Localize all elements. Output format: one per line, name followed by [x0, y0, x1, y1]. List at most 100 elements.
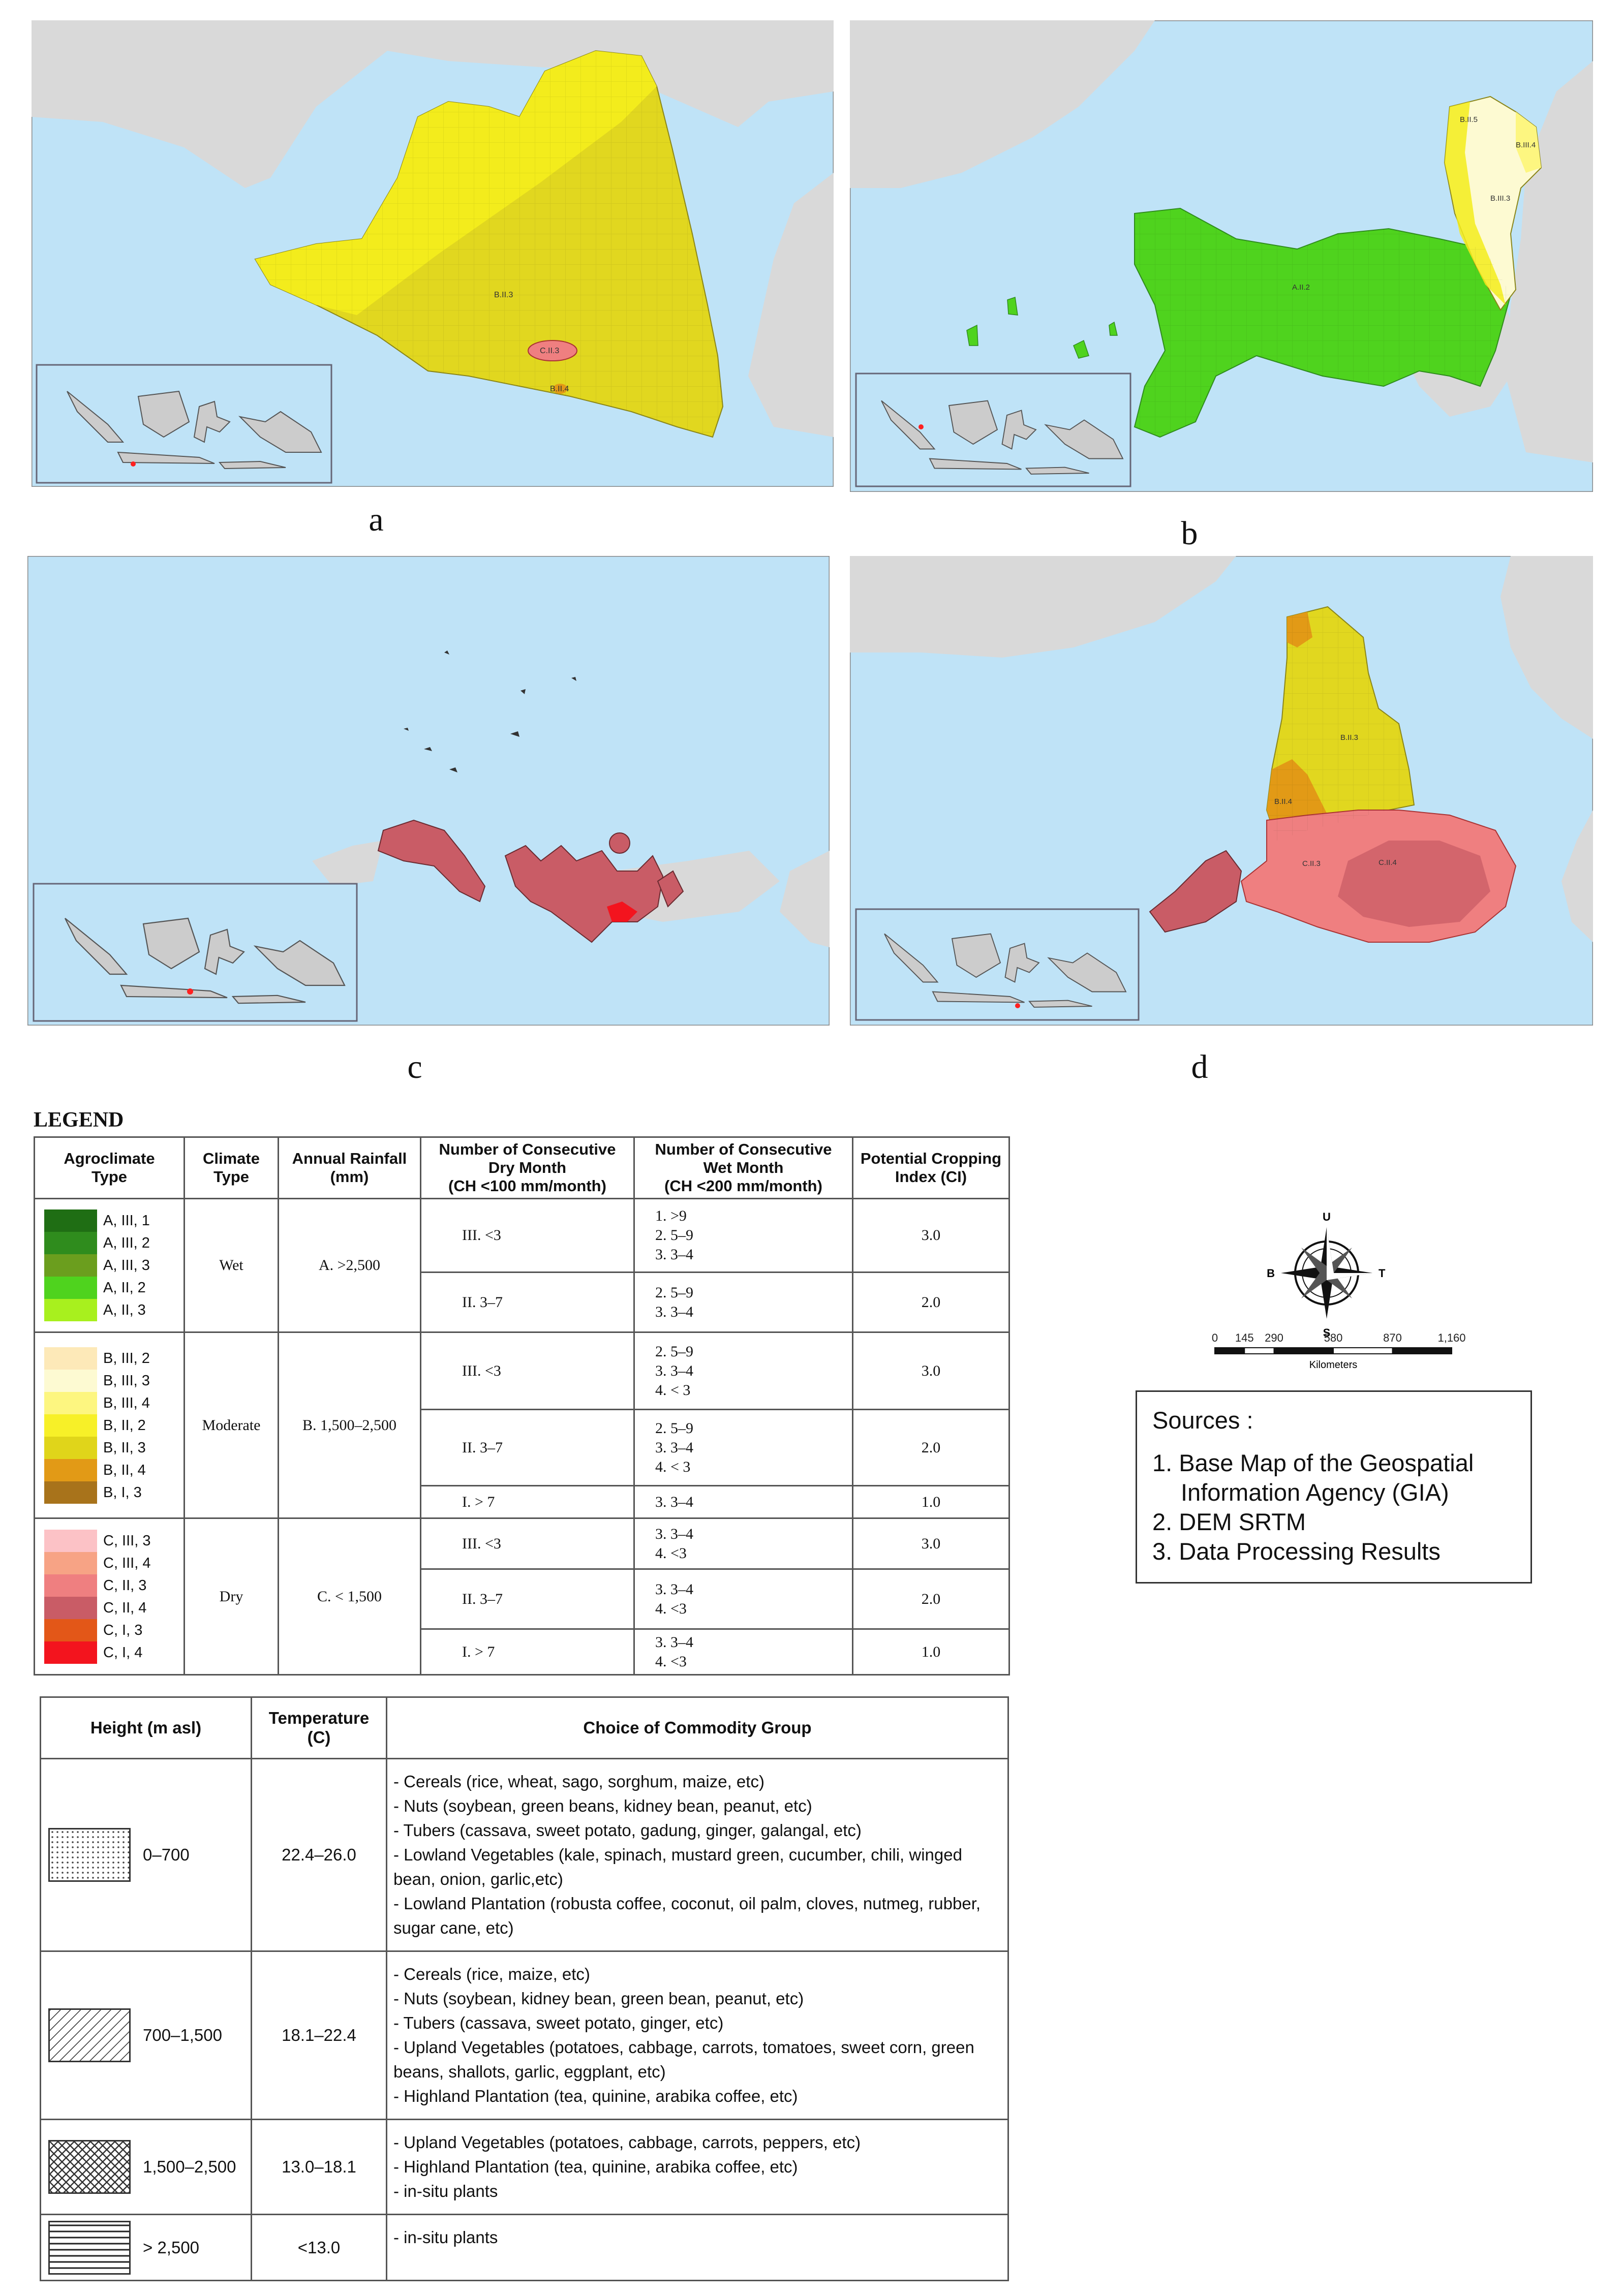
map-a-label-1: B.II.3 [494, 291, 513, 299]
scale-segment [1333, 1347, 1393, 1354]
compass-east: T [1379, 1267, 1386, 1280]
climate-moderate: Moderate [183, 1331, 279, 1519]
legend-swatch: B, III, 2 [44, 1347, 183, 1370]
color-swatch [44, 1391, 97, 1414]
map-panel-d: B.II.3 B.II.4 C.II.3 C.II.4 [850, 556, 1593, 1026]
legend-swatch: B, II, 4 [44, 1459, 183, 1481]
swatches-dry: C, III, 3 C, III, 4 C, II, 3 C, II, 4 C,… [34, 1517, 185, 1676]
legend-swatch: C, II, 3 [44, 1574, 183, 1597]
panel-letter-d: d [1191, 1048, 1208, 1085]
wet-cell: 3. 3–4 4. <3 [633, 1568, 853, 1630]
dots-pattern-icon [48, 1828, 131, 1882]
rainfall-c: C. < 1,500 [278, 1517, 421, 1676]
color-swatch [44, 1232, 97, 1254]
crosshatch-icon [48, 2140, 131, 2194]
color-swatch [44, 1347, 97, 1370]
diagonal-hatch-icon [48, 2008, 131, 2062]
color-swatch [44, 1641, 97, 1664]
swatches-wet: A, III, 1 A, III, 2 A, III, 3 A, II, 2 A… [34, 1198, 185, 1333]
color-swatch [44, 1459, 97, 1481]
sources-title: Sources : [1152, 1407, 1253, 1434]
legend-swatch: B, II, 2 [44, 1414, 183, 1437]
legend-swatch: B, III, 4 [44, 1391, 183, 1414]
agroclimate-table: Agroclimate Type Climate Type Annual Rainf… [34, 1136, 1010, 1676]
wet-cell: 3. 3–4 4. <3 [633, 1628, 853, 1676]
col-height: Height (m asl) [40, 1696, 252, 1759]
dry-cell: III. <3 [420, 1331, 635, 1410]
color-swatch [44, 1209, 97, 1232]
scale-tick-label: 145 [1235, 1331, 1254, 1344]
ci-cell: 1.0 [852, 1485, 1010, 1519]
col-temperature: Temperature (C) [251, 1696, 387, 1759]
temperature-cell: 18.1–22.4 [251, 1950, 387, 2120]
scale-tick-label: 0 [1212, 1331, 1218, 1344]
color-swatch [44, 1574, 97, 1597]
ci-cell: 2.0 [852, 1271, 1010, 1333]
map-panel-b: B.II.5 B.III.4 B.III.3 A.II.2 [850, 20, 1593, 492]
scale-segment [1214, 1347, 1245, 1354]
legend-swatch: A, II, 2 [44, 1277, 183, 1299]
map-b-label-3: B.III.3 [1490, 194, 1510, 203]
wet-cell: 2. 5–9 3. 3–4 4. < 3 [633, 1331, 853, 1410]
dry-cell: III. <3 [420, 1517, 635, 1570]
map-panel-c [27, 556, 830, 1026]
compass-south: S [1323, 1326, 1331, 1339]
commodity-list: - Upland Vegetables (potatoes, cabbage, … [386, 2119, 1009, 2215]
climate-wet: Wet [183, 1198, 279, 1333]
map-d-label-3: C.II.3 [1302, 859, 1321, 868]
source-item: 2. DEM SRTM [1152, 1508, 1306, 1535]
rainfall-a: A. >2,500 [278, 1198, 421, 1333]
temperature-cell: 13.0–18.1 [251, 2119, 387, 2215]
legend-swatch: A, III, 3 [44, 1254, 183, 1277]
map-d-label-2: B.II.4 [1274, 797, 1292, 806]
rainfall-b: B. 1,500–2,500 [278, 1331, 421, 1519]
map-b-label-1: B.II.5 [1460, 115, 1478, 124]
map-panel-a: B.II.3 C.II.3 B.II.4 [32, 20, 834, 487]
scale-tick-label: 1,160 [1437, 1331, 1465, 1344]
ci-cell: 2.0 [852, 1409, 1010, 1486]
compass-rose-icon: U S B T [1267, 1211, 1386, 1339]
map-d-label-4: C.II.4 [1379, 858, 1397, 867]
color-swatch [44, 1529, 97, 1552]
ci-cell: 3.0 [852, 1331, 1010, 1410]
dry-cell: III. <3 [420, 1198, 635, 1273]
scale-bar: 0 145 290 580 870 1,160 Kilometers [1212, 1331, 1466, 1371]
panel-letter-c: c [407, 1048, 422, 1085]
col-agroclimate-type: Agroclimate Type [34, 1136, 185, 1199]
wet-cell: 3. 3–4 [633, 1485, 853, 1519]
col-cropping-index: Potential Cropping Index (CI) [852, 1136, 1010, 1199]
scale-tick-label: 870 [1383, 1331, 1402, 1344]
color-swatch [44, 1481, 97, 1504]
height-cell: > 2,500 [40, 2214, 252, 2281]
map-b-label-2: B.III.4 [1516, 141, 1536, 149]
dry-cell: II. 3–7 [420, 1409, 635, 1486]
legend-swatch: C, I, 4 [44, 1641, 183, 1664]
col-wet-month: Number of Consecutive Wet Month (CH <200 m… [633, 1136, 853, 1199]
color-swatch [44, 1436, 97, 1459]
scale-unit: Kilometers [1309, 1359, 1357, 1371]
color-swatch [44, 1299, 97, 1321]
scale-tick-label: 290 [1265, 1331, 1283, 1344]
map-a-label-2: C.II.3 [540, 347, 559, 355]
legend-swatch: C, I, 3 [44, 1619, 183, 1641]
color-swatch [44, 1414, 97, 1437]
height-cell: 700–1,500 [40, 1950, 252, 2120]
color-swatch [44, 1552, 97, 1574]
source-item: 1. Base Map of the Geospatial Informatio… [1152, 1449, 1474, 1506]
dry-cell: I. > 7 [420, 1628, 635, 1676]
dry-cell: II. 3–7 [420, 1271, 635, 1333]
map-b-label-4: A.II.2 [1292, 283, 1310, 292]
map-a-label-3: B.II.4 [550, 385, 569, 393]
temperature-cell: <13.0 [251, 2214, 387, 2281]
legend-swatch: A, III, 2 [44, 1232, 183, 1254]
col-climate-type: Climate Type [183, 1136, 279, 1199]
legend-swatch: C, II, 4 [44, 1596, 183, 1619]
wet-cell: 2. 5–9 3. 3–4 4. < 3 [633, 1409, 853, 1486]
legend-swatch: A, III, 1 [44, 1209, 183, 1232]
dry-cell: I. > 7 [420, 1485, 635, 1519]
legend-swatch: B, III, 3 [44, 1369, 183, 1392]
color-swatch [44, 1254, 97, 1277]
commodity-table: Height (m asl) Temperature (C) Choice of … [40, 1696, 1009, 2281]
legend-swatch: C, III, 4 [44, 1552, 183, 1574]
commodity-list: - in-situ plants [386, 2214, 1009, 2281]
